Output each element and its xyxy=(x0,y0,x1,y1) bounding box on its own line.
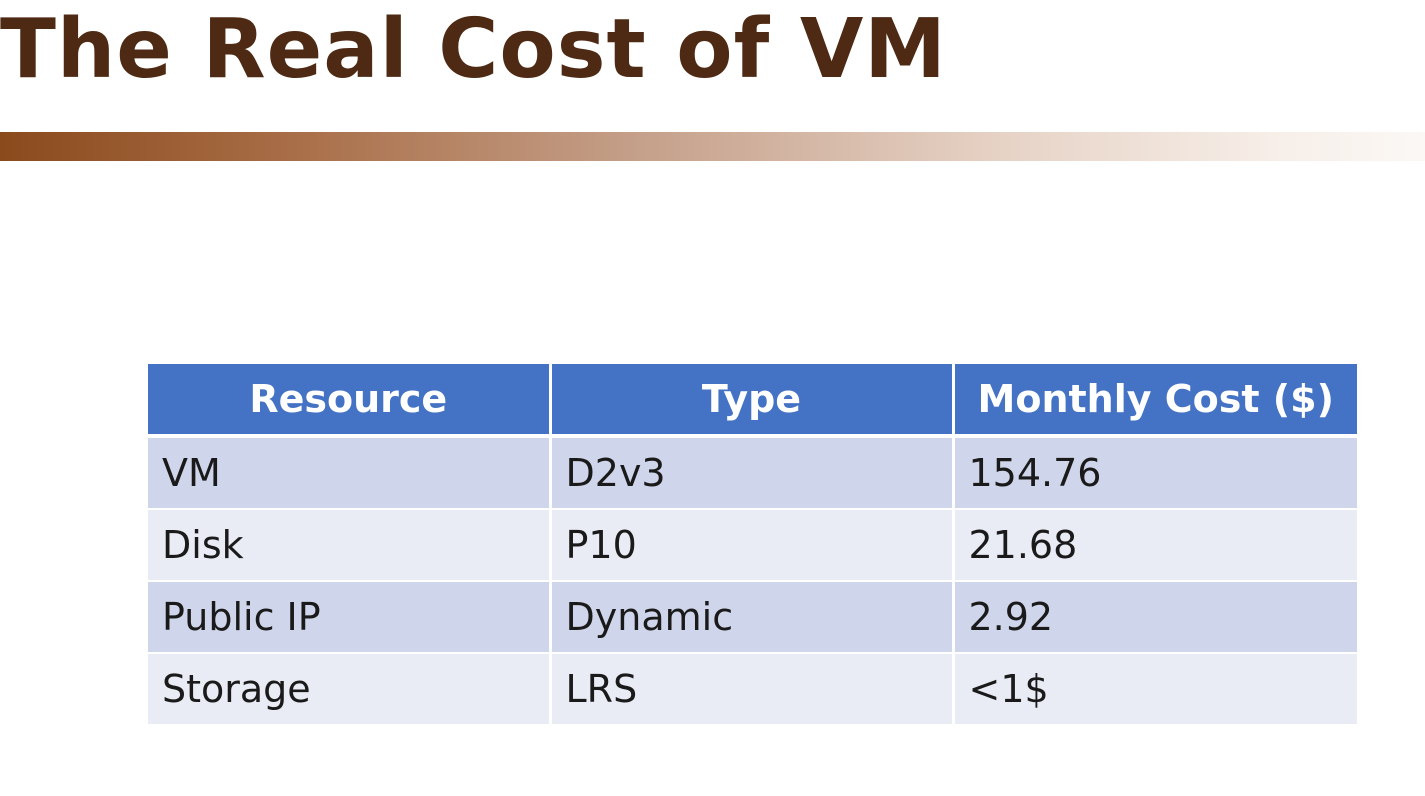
cell-resource: VM xyxy=(148,436,552,510)
cost-table: Resource Type Monthly Cost ($) VM D2v3 1… xyxy=(148,364,1357,726)
cell-resource: Storage xyxy=(148,653,552,726)
cell-type: P10 xyxy=(550,509,955,582)
table-header-row: Resource Type Monthly Cost ($) xyxy=(148,364,1357,438)
cost-table-container: Resource Type Monthly Cost ($) VM D2v3 1… xyxy=(148,364,1357,726)
table-row: Disk P10 21.68 xyxy=(148,509,1357,582)
cell-resource: Disk xyxy=(148,509,552,582)
header-resource: Resource xyxy=(148,364,552,438)
header-monthly-cost: Monthly Cost ($) xyxy=(953,364,1357,438)
cell-resource: Public IP xyxy=(148,581,552,654)
cell-monthly-cost: 2.92 xyxy=(953,581,1357,654)
cell-type: D2v3 xyxy=(550,436,955,510)
table-row: Storage LRS <1$ xyxy=(148,653,1357,726)
cell-monthly-cost: 21.68 xyxy=(953,509,1357,582)
cell-monthly-cost: <1$ xyxy=(953,653,1357,726)
cell-monthly-cost: 154.76 xyxy=(953,436,1357,510)
table-row: VM D2v3 154.76 xyxy=(148,436,1357,510)
title-accent-bar xyxy=(0,132,1425,161)
cell-type: LRS xyxy=(550,653,955,726)
cell-type: Dynamic xyxy=(550,581,955,654)
slide-title: The Real Cost of VM xyxy=(0,2,947,97)
header-type: Type xyxy=(550,364,955,438)
table-row: Public IP Dynamic 2.92 xyxy=(148,581,1357,654)
